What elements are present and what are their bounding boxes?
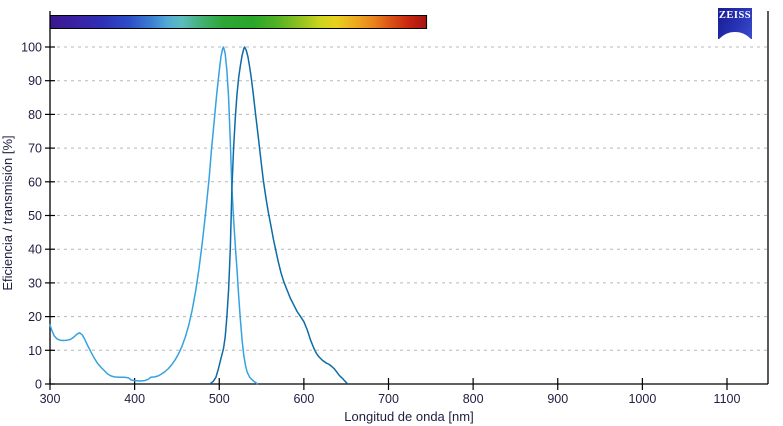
- y-tick-label: 30: [28, 276, 42, 290]
- y-tick-label: 20: [28, 310, 42, 324]
- x-axis-label: Longitud de onda [nm]: [344, 409, 473, 424]
- x-tick-label: 300: [40, 392, 61, 406]
- x-tick-label: 700: [378, 392, 399, 406]
- x-axis-ticks: 300 400 500 600 700 800 900 1000 1100: [40, 378, 741, 406]
- y-tick-label: 10: [28, 344, 42, 358]
- y-axis-ticks: 0 10 20 30 40 50 60 70 80 90 100: [21, 41, 55, 392]
- x-tick-label: 400: [124, 392, 145, 406]
- spectra-curves: [49, 46, 348, 385]
- zeiss-logo-arc-icon: [718, 31, 752, 39]
- x-tick-label: 600: [293, 392, 314, 406]
- spectrum-bar-group: [49, 15, 428, 29]
- x-tick-label: 1000: [628, 392, 656, 406]
- y-tick-label: 80: [28, 108, 42, 122]
- chart-frame: [49, 11, 769, 385]
- zeiss-logo: ZEISS: [718, 8, 752, 39]
- emission-spectrum-curve: [210, 46, 348, 385]
- x-tick-label: 1100: [714, 392, 741, 406]
- y-tick-label: 50: [28, 209, 42, 223]
- y-tick-label: 0: [35, 378, 42, 392]
- x-tick-label: 900: [547, 392, 568, 406]
- x-tick-label: 500: [209, 392, 230, 406]
- y-tick-label: 40: [28, 243, 42, 257]
- y-tick-label: 60: [28, 175, 42, 189]
- y-tick-label: 100: [21, 41, 42, 55]
- y-tick-label: 70: [28, 142, 42, 156]
- y-axis-label: Eficiencia / transmisión [%]: [0, 135, 15, 290]
- zeiss-logo-text: ZEISS: [718, 10, 752, 21]
- y-tick-label: 90: [28, 74, 42, 88]
- x-tick-label: 800: [463, 392, 484, 406]
- excitation-spectrum-curve: [49, 46, 259, 385]
- wavelength-spectrum-bar: [49, 15, 428, 29]
- gridlines: [50, 46, 768, 351]
